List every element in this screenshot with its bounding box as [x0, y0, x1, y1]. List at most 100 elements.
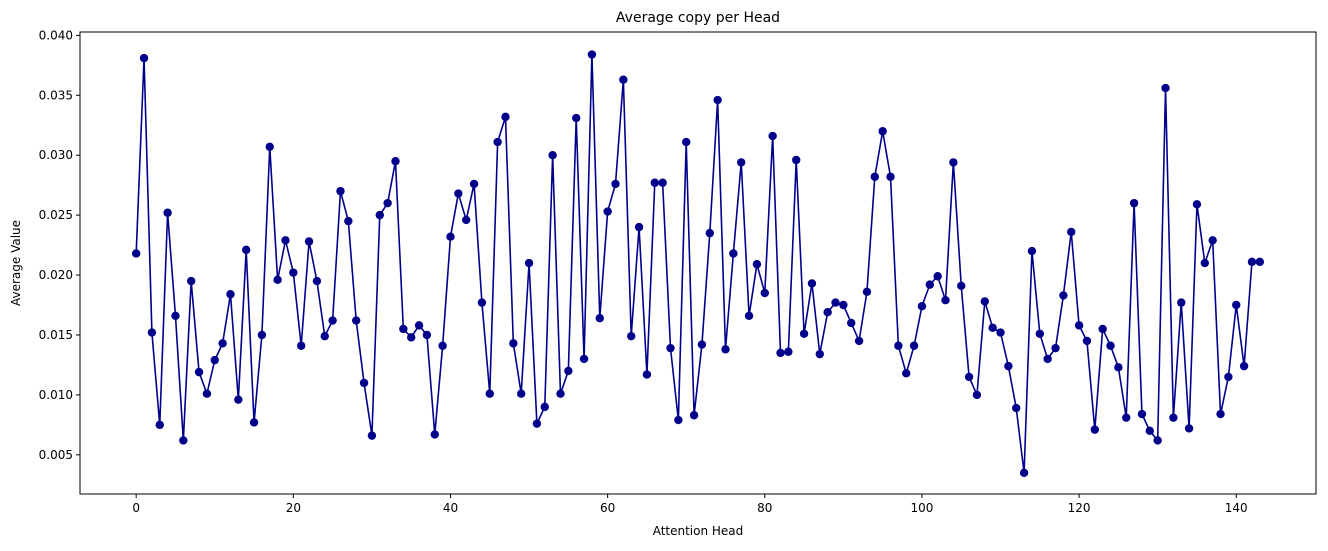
data-point [744, 311, 754, 320]
data-point [1255, 257, 1265, 267]
data-point [375, 210, 384, 220]
data-point [202, 389, 212, 398]
y-tick-label: 0.005 [39, 448, 73, 462]
data-point [705, 228, 714, 238]
data-point [603, 207, 612, 216]
data-point [469, 179, 479, 189]
data-point [1137, 409, 1147, 419]
data-point [1122, 413, 1131, 422]
data-point [296, 341, 306, 350]
data-point [674, 415, 683, 425]
y-tick-label: 0.040 [39, 28, 73, 42]
data-point [422, 330, 432, 340]
data-point [289, 268, 298, 277]
data-point [729, 249, 738, 258]
data-point [344, 216, 353, 226]
data-point [477, 298, 487, 307]
data-point [1192, 200, 1202, 209]
data-point [438, 341, 447, 350]
data-point [1184, 424, 1194, 433]
data-point [1074, 321, 1084, 330]
data-point [517, 389, 526, 398]
data-point [980, 297, 989, 306]
data-point [524, 258, 534, 268]
data-point [171, 311, 180, 320]
data-point [383, 198, 392, 208]
data-point [226, 290, 235, 299]
data-point [658, 178, 667, 187]
data-point [1027, 246, 1037, 256]
data-point [131, 249, 141, 258]
data-point [312, 276, 322, 286]
series-markers [131, 50, 1265, 477]
data-point [831, 298, 840, 307]
data-point [1224, 372, 1233, 382]
data-point [407, 333, 416, 342]
data-point [218, 339, 227, 348]
data-point [1035, 329, 1045, 338]
data-point [281, 236, 290, 245]
y-axis-label: Average Value [9, 220, 23, 306]
y-tick-label: 0.015 [39, 328, 73, 342]
data-point [807, 279, 817, 288]
data-point [241, 245, 251, 255]
data-point [776, 348, 785, 358]
data-point [925, 280, 934, 289]
data-point [949, 158, 958, 167]
data-point [768, 131, 777, 141]
data-point [194, 367, 204, 377]
data-point [721, 345, 730, 354]
data-point [501, 112, 510, 122]
data-point [792, 155, 801, 165]
data-point [186, 276, 196, 286]
data-point [1051, 343, 1060, 353]
data-point [1232, 300, 1241, 310]
x-tick-label: 60 [600, 501, 615, 515]
x-tick-label: 40 [443, 501, 458, 515]
y-axis: 0.005 0.010 0.015 0.020 0.025 0.030 0.035 0.040 [39, 28, 80, 462]
y-tick-label: 0.025 [39, 208, 73, 222]
data-point [1004, 361, 1013, 371]
data-point [462, 215, 471, 225]
data-point [328, 316, 337, 325]
data-point [1129, 198, 1139, 208]
data-point [972, 390, 982, 400]
data-point [815, 349, 824, 359]
data-point [234, 395, 243, 404]
data-point [1161, 83, 1170, 93]
data-point [532, 419, 542, 428]
data-point [359, 378, 369, 388]
data-point [163, 208, 172, 217]
data-point [399, 324, 408, 334]
data-point [210, 355, 219, 365]
data-point [847, 318, 856, 328]
x-axis-label: Attention Head [653, 524, 744, 538]
data-point [917, 302, 927, 311]
data-point [430, 430, 439, 439]
data-point [611, 179, 620, 189]
data-point [627, 331, 636, 341]
data-point [697, 340, 707, 349]
data-point [689, 411, 699, 420]
data-point [1082, 336, 1092, 346]
data-point [1019, 468, 1029, 477]
data-point [988, 323, 997, 332]
data-point [1106, 341, 1115, 350]
data-point [1177, 298, 1186, 307]
data-point [933, 272, 942, 281]
data-point [1145, 426, 1155, 436]
data-point [273, 275, 282, 285]
data-point [249, 418, 259, 427]
data-point [485, 389, 494, 398]
data-point [564, 366, 573, 376]
data-point [1216, 409, 1225, 419]
data-point [572, 113, 581, 123]
data-point [1247, 257, 1257, 267]
data-point [909, 341, 919, 350]
data-point [595, 313, 604, 323]
data-point [886, 172, 895, 181]
data-point [1114, 363, 1123, 372]
data-point [320, 331, 329, 341]
